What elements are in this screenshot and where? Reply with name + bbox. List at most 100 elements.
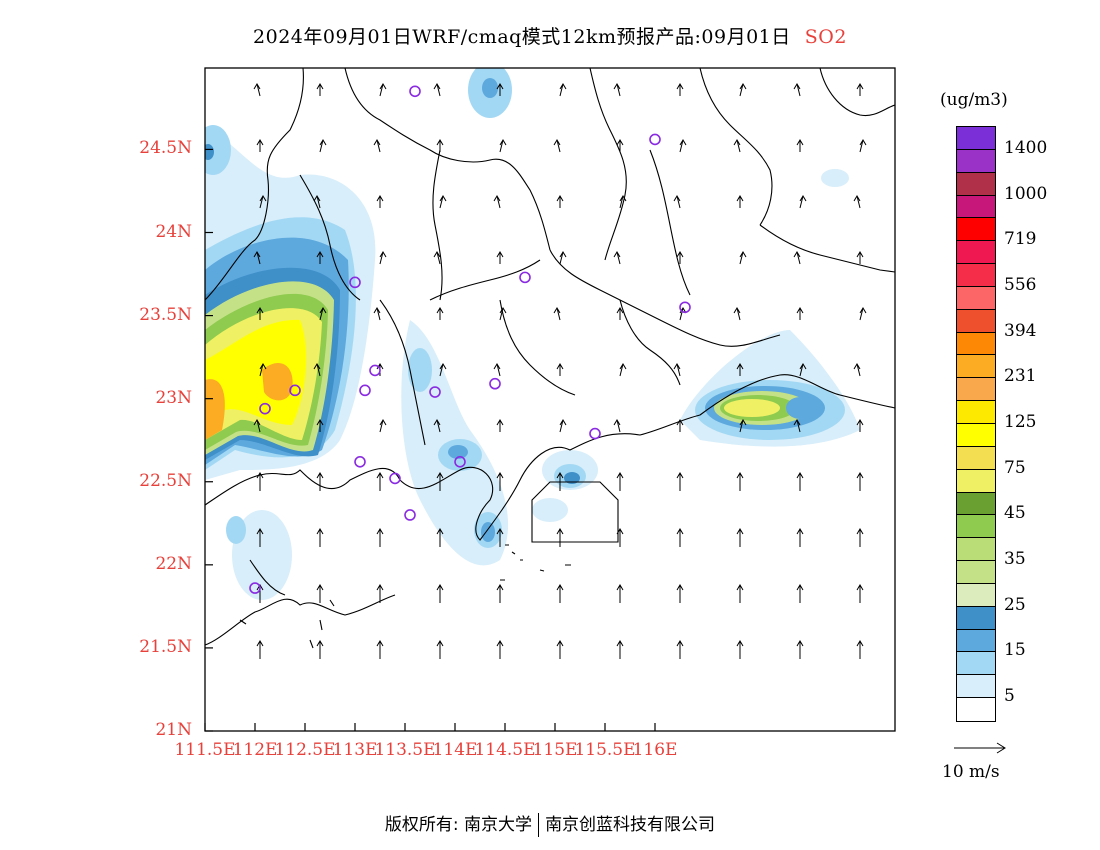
wind-arrow [793,251,801,265]
lat-label: 24N [155,221,192,242]
station-marker [404,509,416,521]
wind-arrow [379,419,387,433]
lat-label: 22N [155,553,192,574]
wind-arrow [736,640,744,659]
wind-arrow [796,139,804,152]
colorbar-unit: (ug/m3) [940,90,1008,110]
boundary-lines [205,68,895,649]
wind-arrow [376,584,384,603]
wind-arrow [559,251,567,265]
lat-label: 23N [155,387,192,408]
colorbar-segment [957,378,995,402]
wind-arrow [793,419,801,433]
wind-arrow [739,83,747,97]
wind-arrow [316,83,324,96]
wind-arrow [616,472,624,491]
station-marker [489,377,501,390]
colorbar-segment [957,583,995,607]
wind-arrow [853,363,861,377]
wind-arrow [253,251,261,265]
wind-arrow [436,640,444,659]
wind-arrow [619,195,627,209]
colorbar-segment [957,561,995,584]
colorbar-segment [957,195,995,219]
lon-label: 114E [432,740,478,760]
wind-arrow [436,307,444,320]
wind-arrow [496,472,504,491]
wind-arrow [316,640,324,659]
axis-ticks [204,148,656,732]
wind-arrow [736,528,744,547]
wind-arrow [493,363,501,377]
wind-arrow [856,472,864,491]
wind-arrow [373,307,381,321]
lon-label: 116E [632,740,678,760]
colorbar-label: 45 [1004,503,1026,524]
station-marker [649,133,661,146]
wind-arrow [259,363,267,377]
wind-arrow [313,195,321,209]
wind-arrow [316,528,324,547]
wind-arrow [256,528,264,547]
footer-left: 版权所有: 南京大学 [384,815,533,835]
wind-arrow [436,584,444,603]
title-text: 2024年09月01日WRF/cmaq模式12km预报产品:09月01日 [253,26,791,48]
station-marker [359,384,371,397]
wind-arrow [439,195,447,209]
wind-arrow [376,528,384,547]
wind-arrow [736,363,744,376]
wind-arrow [496,419,504,432]
wind-arrow [433,251,441,265]
wind-arrow [856,419,864,432]
wind-arrow [796,307,804,320]
wind-arrow [436,472,444,491]
wind-arrow [679,139,687,153]
wind-arrow [436,139,444,152]
wind-arrow [616,307,624,320]
colorbar-label: 719 [1004,229,1037,250]
wind-arrow [733,307,741,321]
wind-arrow [736,195,744,208]
wind-arrow [619,363,627,377]
wind-arrow [379,251,387,265]
wind-arrow [319,139,327,153]
wind-arrow [799,363,807,377]
lat-label: 21N [155,720,192,740]
wind-arrow [853,195,861,209]
footer-right: 南京创蓝科技有限公司 [545,815,716,835]
colorbar-segment [957,652,995,676]
wind-arrow [316,472,324,491]
station-marker [249,582,261,594]
wind-arrow [319,307,327,321]
colorbar-label: 394 [1004,320,1037,341]
colorbar-label: 5 [1004,686,1015,707]
species-label: SO2 [804,26,847,48]
wind-arrow [676,584,684,603]
station-markers [249,85,691,594]
wind-arrow [553,307,561,321]
station-marker [409,85,421,98]
wind-arrow [379,83,387,97]
wind-arrow [259,195,267,209]
wind-arrow [256,139,264,152]
colorbar-label: 25 [1004,594,1026,615]
station-marker [519,271,531,284]
station-marker [354,456,366,468]
colorbar-segment [957,355,995,379]
colorbar-segment [957,149,995,173]
wind-arrow [496,251,504,264]
concentration-field [205,68,860,600]
station-marker [454,456,466,468]
station-marker [589,427,601,440]
wind-arrow [553,139,561,153]
wind-arrow [496,584,504,603]
wind-arrow [856,584,864,603]
colorbar-label: 125 [1004,412,1037,432]
wind-arrow [673,195,681,209]
colorbar-segment [957,218,995,242]
wind-arrow [496,528,504,547]
station-marker [369,364,381,377]
wind-arrow [373,139,381,153]
lat-label: 23.5N [139,304,192,325]
wind-arrow [616,139,624,152]
